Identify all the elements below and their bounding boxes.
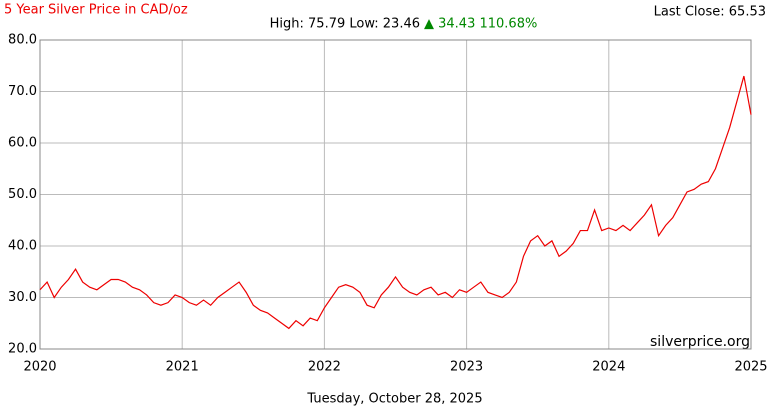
x-tick-label: 2024 (592, 360, 625, 375)
x-tick-label: 2020 (23, 360, 56, 375)
last-close: Last Close: 65.53 (654, 5, 766, 20)
y-tick-label: 30.0 (8, 290, 37, 305)
y-tick-label: 60.0 (8, 136, 37, 151)
x-tick-label: 2021 (166, 360, 199, 375)
x-tick-label: 2022 (308, 360, 341, 375)
plot-frame (39, 39, 752, 350)
y-tick-label: 70.0 (8, 84, 37, 99)
chart-title: 5 Year Silver Price in CAD/oz (4, 3, 188, 18)
y-tick-label: 20.0 (8, 342, 37, 357)
y-tick-label: 40.0 (8, 239, 37, 254)
price-line (39, 75, 752, 330)
x-tick-label: 2023 (450, 360, 483, 375)
stats: High: 75.79 Low: 23.46 (270, 17, 420, 32)
watermark: silverprice.org (650, 334, 750, 350)
date: Tuesday, October 28, 2025 (306, 392, 482, 407)
y-tick-label: 80.0 (8, 33, 37, 48)
x-tick-label: 2025 (734, 360, 767, 375)
y-tick-label: 50.0 (8, 187, 37, 202)
change: ▲ 34.43 110.68% (424, 17, 537, 32)
